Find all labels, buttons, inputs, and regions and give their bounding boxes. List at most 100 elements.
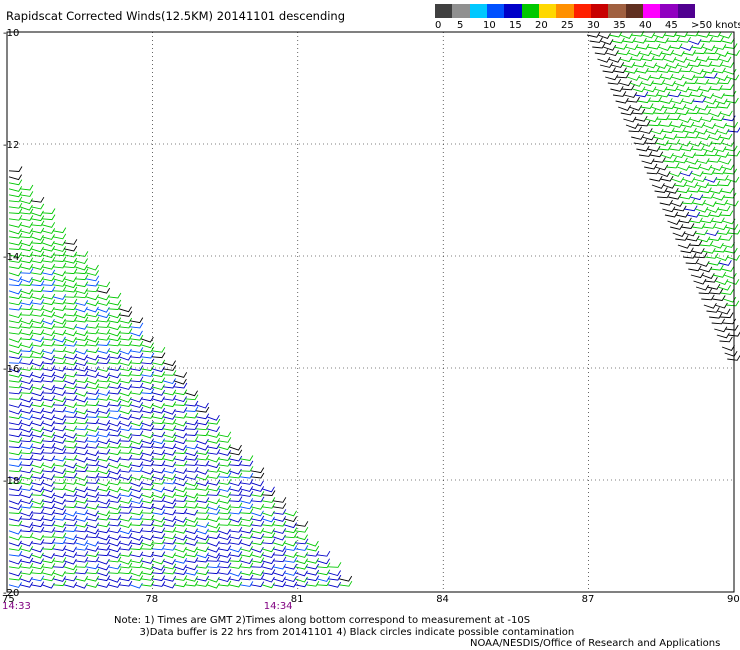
wind-barb [184, 551, 199, 558]
wind-barb [85, 431, 100, 437]
wind-barb [707, 31, 722, 38]
wind-barb [30, 407, 45, 414]
wind-barb [30, 479, 45, 486]
wind-barb [686, 235, 700, 242]
wind-barb [294, 534, 308, 541]
wind-barb [96, 442, 111, 449]
wind-barb [30, 581, 45, 588]
wind-barb [250, 486, 265, 492]
wind-barb [676, 62, 691, 69]
wind-barb [699, 141, 713, 147]
wind-barb [96, 358, 111, 365]
wind-barb [30, 196, 45, 203]
wind-barb [41, 480, 55, 487]
wind-barb [19, 329, 34, 336]
wind-barb [173, 444, 187, 451]
wind-barb [173, 396, 187, 403]
wind-barb [634, 91, 649, 98]
wind-barb [206, 562, 221, 569]
wind-barb [129, 480, 143, 487]
wind-barb [608, 56, 622, 63]
wind-barb [671, 176, 685, 183]
wind-barb [641, 55, 655, 62]
wind-barb [217, 455, 232, 461]
wind-barb [151, 460, 166, 467]
wind-barb [195, 480, 209, 487]
wind-barb [129, 322, 144, 329]
wind-barb [711, 318, 725, 325]
wind-barb [85, 491, 100, 498]
wind-barb [63, 496, 78, 503]
wind-barb [719, 133, 733, 140]
wind-barb [217, 520, 232, 526]
wind-barb [327, 574, 342, 581]
wind-barb [74, 449, 89, 456]
y-tick-label: -12 [3, 140, 19, 151]
wind-barb [52, 406, 67, 413]
wind-barb [30, 490, 45, 496]
wind-barb [725, 324, 739, 331]
wind-barb [41, 388, 56, 394]
wind-barb [8, 520, 23, 527]
footnotes: Note: 1) Times are GMT 2)Times along bot… [114, 615, 574, 639]
wind-barb [118, 486, 132, 492]
wind-barb [715, 151, 730, 158]
wind-barb [669, 122, 684, 128]
wind-barb [195, 406, 210, 413]
wind-barb [8, 288, 22, 295]
wind-barb [173, 412, 188, 419]
wind-barb [649, 73, 663, 80]
wind-barb [250, 520, 265, 527]
wind-barb [600, 39, 614, 45]
wind-barb [107, 474, 122, 480]
wind-barb [697, 134, 711, 141]
wind-barb [723, 272, 737, 279]
wind-barb [85, 460, 100, 467]
wind-barb [720, 84, 734, 90]
wind-barb [52, 358, 67, 365]
wind-barb [151, 474, 166, 480]
wind-barb [30, 215, 45, 222]
wind-barb [250, 562, 265, 568]
wind-barb [151, 564, 165, 571]
wind-barb [96, 462, 110, 469]
wind-barb [603, 44, 617, 51]
wind-barb [195, 402, 209, 409]
wind-barb [85, 372, 100, 378]
wind-barb [184, 430, 199, 436]
wind-barb [173, 520, 188, 527]
wind-barb [85, 286, 100, 293]
wind-barb [723, 192, 737, 199]
wind-barb [96, 425, 111, 431]
wind-barb [129, 430, 144, 437]
wind-barb [239, 491, 254, 497]
wind-barb [721, 38, 735, 44]
wind-barb [162, 395, 177, 401]
wind-barb [74, 575, 89, 582]
wind-barb [63, 268, 78, 275]
wind-barb [597, 56, 611, 63]
wind-barb [652, 54, 666, 61]
wind-barb [52, 246, 67, 252]
wind-barb [663, 56, 677, 63]
wind-barb [206, 582, 220, 589]
y-tick-label: -18 [3, 476, 19, 487]
wind-barb [184, 419, 199, 426]
wind-barb [701, 273, 715, 279]
wind-barb [74, 431, 89, 437]
wind-barb [162, 432, 176, 439]
wind-barb [173, 438, 187, 445]
wind-barb [294, 545, 309, 551]
wind-speed-legend: 0 5 10 15 20 25 30 35 40 45 >50 knots [435, 4, 740, 32]
wind-barb [688, 163, 702, 170]
wind-barb [30, 384, 45, 390]
wind-barb [96, 395, 111, 401]
wind-barb [151, 478, 166, 485]
wind-barb [63, 479, 78, 485]
wind-barb [709, 61, 724, 67]
wind-barb [228, 539, 243, 545]
wind-barb [151, 492, 165, 499]
wind-barb [96, 340, 111, 346]
y-tick-label: -20 [3, 588, 19, 599]
wind-barb [107, 527, 122, 534]
